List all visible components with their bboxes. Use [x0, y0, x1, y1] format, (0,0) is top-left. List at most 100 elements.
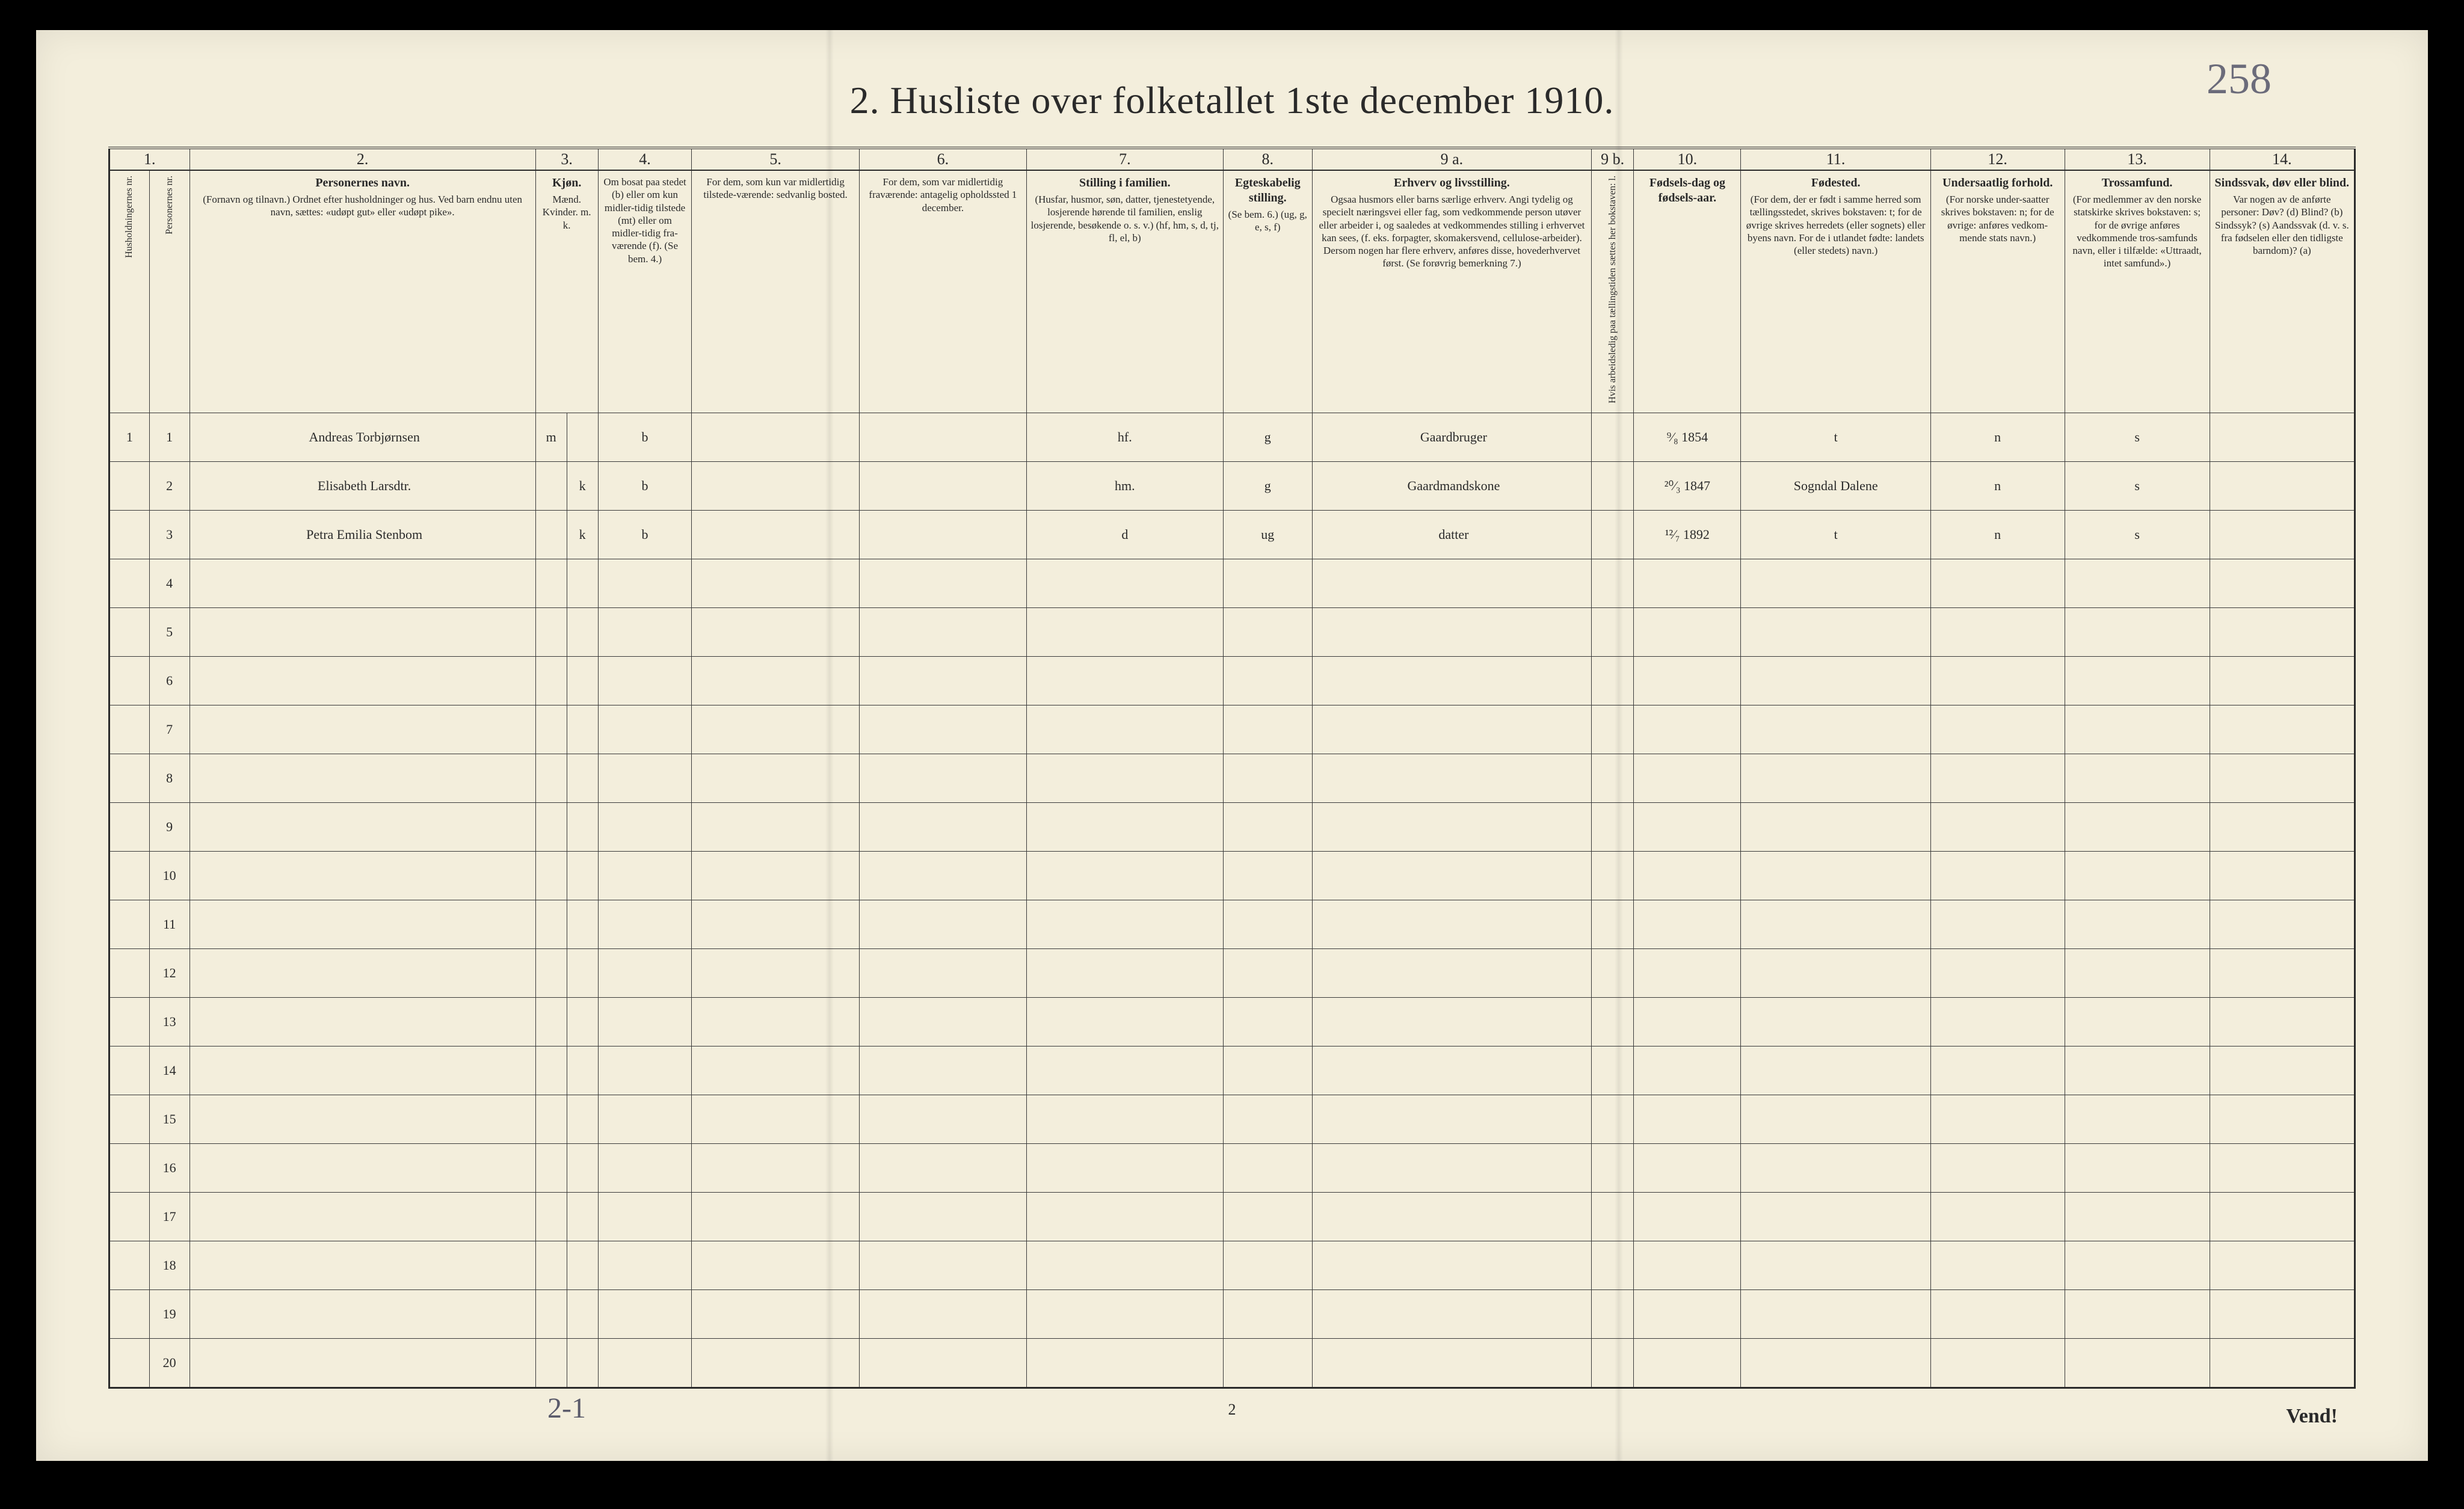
hdr-faith-main: Trossamfund.	[2069, 176, 2206, 191]
cell-empty	[1741, 1241, 1930, 1289]
cell-empty	[1027, 1095, 1224, 1143]
cell-empty	[2065, 1289, 2210, 1338]
cell-empty	[189, 997, 535, 1046]
cell-empty	[567, 1241, 598, 1289]
cell-empty	[2210, 997, 2355, 1046]
cell-empty	[535, 705, 567, 754]
cell-empty	[1930, 851, 2065, 900]
cell-empty	[692, 1192, 859, 1241]
hdr-temp-absent: For dem, som var midlertidig fraværende:…	[859, 170, 1026, 413]
cell-faith: s	[2065, 413, 2210, 461]
cell-empty	[1930, 1289, 2065, 1338]
cell-hh	[109, 802, 150, 851]
cell-empty	[692, 1289, 859, 1338]
cell-empty	[1223, 1192, 1312, 1241]
cell-pn: 11	[149, 900, 189, 948]
cell-empty	[1223, 802, 1312, 851]
cell-pn: 9	[149, 802, 189, 851]
cell-empty	[1313, 997, 1592, 1046]
cell-empty	[1591, 705, 1634, 754]
cell-disability	[2210, 461, 2355, 510]
cell-empty	[692, 1338, 859, 1388]
cell-empty	[535, 1192, 567, 1241]
cell-hh: 1	[109, 413, 150, 461]
table-row: 3Petra Emilia Stenbomkbdugdatter¹²⁄₇ 189…	[109, 510, 2355, 559]
cell-empty	[189, 900, 535, 948]
cell-empty	[2065, 1046, 2210, 1095]
cell-empty	[1027, 1046, 1224, 1095]
cell-temp-present	[692, 461, 859, 510]
colnum-2: 2.	[189, 148, 535, 170]
cell-empty	[1634, 1046, 1741, 1095]
hdr-residence: Om bosat paa stedet (b) eller om kun mid…	[598, 170, 692, 413]
cell-empty	[692, 559, 859, 607]
cell-empty	[598, 1338, 692, 1388]
cell-empty	[1634, 1095, 1741, 1143]
cell-empty	[598, 1046, 692, 1095]
cell-hh	[109, 1289, 150, 1338]
cell-empty	[535, 656, 567, 705]
table-row: 6	[109, 656, 2355, 705]
hdr-marital-main: Egteskabelig stilling.	[1227, 176, 1308, 206]
cell-pn: 16	[149, 1143, 189, 1192]
hdr-sex-main: Kjøn.	[540, 176, 594, 191]
table-row: 10	[109, 851, 2355, 900]
cell-empty	[189, 1241, 535, 1289]
cell-empty	[1027, 656, 1224, 705]
cell-empty	[1591, 1143, 1634, 1192]
cell-empty	[859, 607, 1026, 656]
cell-family-pos: d	[1027, 510, 1224, 559]
cell-empty	[1930, 997, 2065, 1046]
cell-empty	[692, 1046, 859, 1095]
cell-empty	[692, 705, 859, 754]
cell-empty	[1313, 1046, 1592, 1095]
cell-sex-k: k	[567, 461, 598, 510]
cell-empty	[1027, 802, 1224, 851]
cell-empty	[1313, 1338, 1592, 1388]
hdr-marital-sub: (Se bem. 6.) (ug, g, e, s, f)	[1227, 208, 1308, 234]
cell-marital: ug	[1223, 510, 1312, 559]
cell-empty	[1930, 607, 2065, 656]
cell-empty	[692, 851, 859, 900]
cell-empty	[567, 1143, 598, 1192]
cell-empty	[1634, 559, 1741, 607]
table-row: 4	[109, 559, 2355, 607]
cell-empty	[2065, 802, 2210, 851]
page-wrap: 258 2. Husliste over folketallet 1ste de…	[0, 0, 2464, 1509]
cell-empty	[1223, 1289, 1312, 1338]
cell-empty	[1591, 900, 1634, 948]
cell-empty	[692, 802, 859, 851]
table-row: 12	[109, 948, 2355, 997]
cell-pn: 4	[149, 559, 189, 607]
column-number-row: 1. 2. 3. 4. 5. 6. 7. 8. 9 a. 9 b. 10. 11…	[109, 148, 2355, 170]
cell-empty	[1930, 1095, 2065, 1143]
cell-empty	[2065, 997, 2210, 1046]
cell-empty	[189, 1338, 535, 1388]
table-row: 18	[109, 1241, 2355, 1289]
cell-unemployed	[1591, 461, 1634, 510]
cell-empty	[1027, 1338, 1224, 1388]
cell-empty	[1223, 607, 1312, 656]
cell-empty	[859, 754, 1026, 802]
cell-empty	[1027, 1143, 1224, 1192]
table-row: 13	[109, 997, 2355, 1046]
cell-sex-m	[535, 461, 567, 510]
hdr-birthplace-sub: (For dem, der er født i samme herred som…	[1745, 193, 1926, 257]
cell-empty	[2210, 802, 2355, 851]
cell-pn: 5	[149, 607, 189, 656]
cell-pn: 3	[149, 510, 189, 559]
cell-empty	[1930, 900, 2065, 948]
colnum-11: 11.	[1741, 148, 1930, 170]
cell-empty	[1930, 705, 2065, 754]
table-row: 8	[109, 754, 2355, 802]
cell-empty	[535, 1143, 567, 1192]
cell-empty	[535, 1046, 567, 1095]
cell-temp-absent	[859, 413, 1026, 461]
cell-empty	[692, 1143, 859, 1192]
cell-empty	[598, 900, 692, 948]
cell-empty	[1591, 1289, 1634, 1338]
cell-empty	[2065, 948, 2210, 997]
cell-name: Andreas Torbjørnsen	[189, 413, 535, 461]
paper-sheet: 258 2. Husliste over folketallet 1ste de…	[36, 30, 2428, 1461]
cell-empty	[535, 948, 567, 997]
